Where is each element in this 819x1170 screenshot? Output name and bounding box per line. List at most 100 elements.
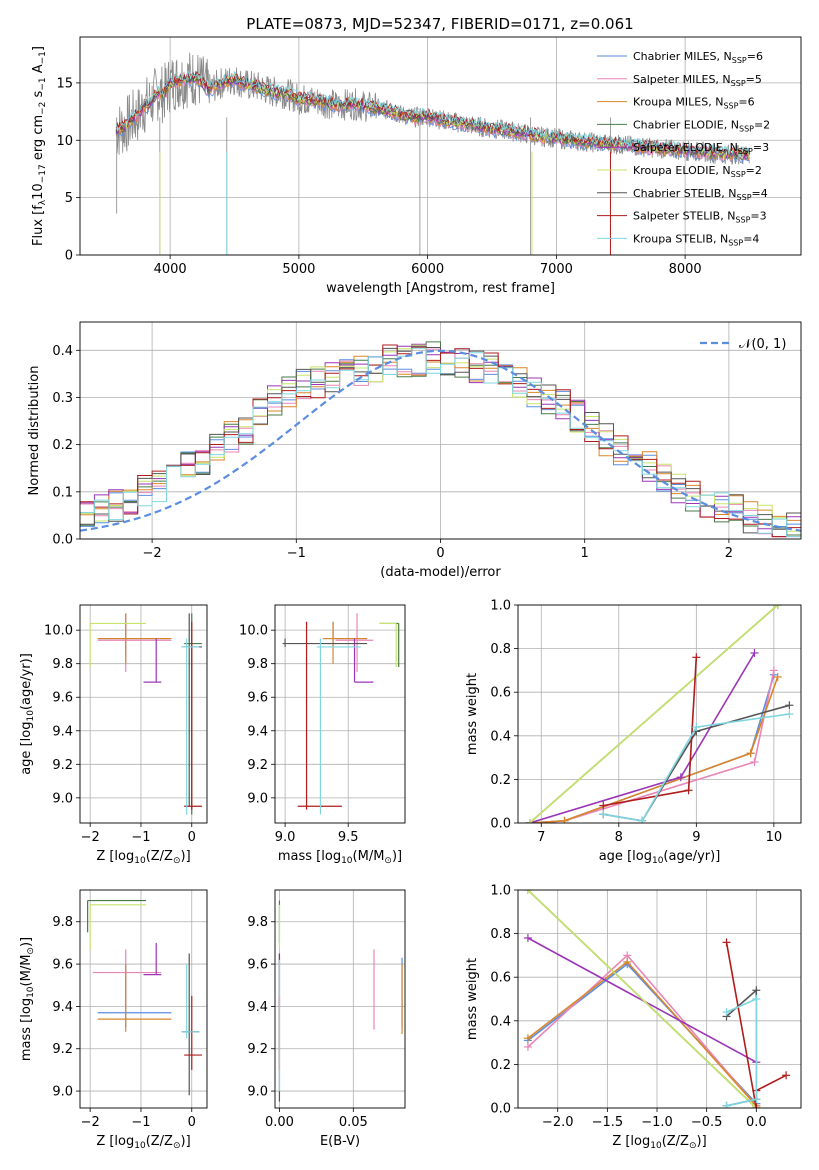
y-tick-label: 0.0: [490, 817, 511, 832]
y-tick-label: 0.2: [490, 773, 511, 788]
y-tick-label: 9.2: [247, 1042, 268, 1057]
x-tick-label: −1: [131, 830, 150, 845]
x-tick-label: −2: [143, 546, 162, 561]
y-tick-label: 10.0: [44, 624, 73, 639]
y-axis-label: Flux [fλ10−17 erg cm−2 s−1 A−1]: [31, 46, 48, 246]
plot-area-massweight-vs-age: [525, 605, 794, 823]
x-tick-label: 0.00: [265, 1115, 294, 1130]
legend-label-sub: SSP: [737, 193, 752, 202]
x-tick-label: 7000: [540, 262, 573, 277]
legend-label-sub: SSP: [739, 124, 754, 133]
axes-age-vs-mass: 9.0 9.5 9.0 9.2 9.4 9.6 9.8 10.0 mass [log10(M/M…: [239, 604, 406, 866]
y-tick-label: 0.3: [52, 391, 73, 406]
y-tick-label: 9.4: [247, 724, 268, 739]
y-axis-label-part: ]: [31, 46, 46, 51]
legend-label: Salpeter STELIB, NSSP=3: [633, 210, 767, 225]
legend-label-sub: SSP: [732, 56, 747, 65]
y-tick-label: 9.0: [247, 1085, 268, 1100]
y-tick-label: 1.0: [490, 884, 511, 899]
x-tick-label: 0: [188, 1115, 196, 1130]
x-tick-label: −1: [131, 1115, 150, 1130]
axes-mass-vs-ebv: 0.00 0.05 9.0 9.2 9.4 9.6 9.8 E(B-V): [247, 889, 406, 1149]
y-tick-label: 9.8: [52, 915, 73, 930]
legend-label-part: =6: [738, 96, 754, 109]
plot-area-mass-vs-ebv: [278, 900, 403, 1102]
legend-label: Chabrier ELODIE, NSSP=2: [633, 118, 770, 133]
legend-label-sub: SSP: [731, 170, 746, 179]
histogram-kroupa_stelib: [80, 347, 801, 538]
spectrum-model-chabrier_stelib: [115, 70, 750, 158]
legend-label: Chabrier STELIB, NSSP=4: [633, 187, 768, 202]
y-tick-label: 0.6: [490, 686, 511, 701]
x-axis-label-part: ⊙: [384, 856, 392, 866]
y-axis-label-part: mass [log: [19, 998, 34, 1061]
x-tick-label: 2: [725, 546, 733, 561]
axes-mass-vs-Z: −2 −1 09.09.29.49.69.8Z [log10(Z/Z⊙)]mass …: [19, 889, 208, 1151]
y-axis-label: mass [log10(M/M⊙)]: [19, 937, 36, 1061]
normal-curve: [80, 349, 801, 532]
x-axis-label-part: 10: [341, 856, 353, 866]
y-tick-label: 9.8: [247, 915, 268, 930]
plot-area-spectrum: [115, 52, 750, 255]
y-axis-label-part: ⊙: [26, 947, 36, 955]
y-axis-label-part: −1: [38, 51, 48, 64]
y-tick-label: 9.0: [52, 1085, 73, 1100]
histogram-chabrier_stelib: [80, 345, 801, 534]
legend-label-part: =2: [754, 118, 770, 131]
x-axis-label: Z [log10(Z/Z⊙)]: [612, 1134, 706, 1151]
legend-label-part: Chabrier STELIB, N: [633, 187, 737, 200]
x-tick-label: −2: [81, 1115, 100, 1130]
x-tick-label: 0.0: [746, 1115, 767, 1130]
weight-line-kroupa_elodie: [527, 890, 757, 1108]
plot-area-mass-vs-Z: [87, 899, 202, 1096]
x-tick-label: 9: [692, 830, 700, 845]
axes-residuals: −2 −1 0 1 2 0.0 0.1 0.2 0.3 0.4 𝒩(0, 1) (data-model…: [27, 321, 802, 580]
y-tick-label: 1.0: [490, 599, 511, 614]
y-axis-label: age [log10(age/yr)]: [19, 653, 36, 775]
y-tick-label: 9.2: [247, 758, 268, 773]
x-axis-label-part: ⊙: [173, 856, 181, 866]
legend-label-sub: SSP: [728, 238, 743, 247]
y-tick-label: 9.4: [52, 1000, 73, 1015]
x-tick-label: 6000: [411, 262, 444, 277]
x-axis-label: (data-model)/error: [380, 565, 501, 580]
y-axis-label: mass weight: [465, 673, 480, 755]
legend-label-part: Kroupa ELODIE, N: [633, 164, 731, 177]
x-tick-label: 9.0: [275, 830, 296, 845]
x-axis-label-part: Z [log: [612, 1134, 650, 1149]
y-tick-label: 9.2: [52, 758, 73, 773]
x-axis-label: E(B-V): [320, 1134, 360, 1149]
legend-label-part: Kroupa STELIB, N: [633, 232, 728, 245]
y-tick-label: 9.6: [247, 691, 268, 706]
spectrum-model-salpeter_miles: [116, 74, 750, 162]
x-tick-label: 8000: [669, 262, 702, 277]
x-axis-label-part: 10: [134, 856, 146, 866]
x-axis-label-part: (M/M: [353, 849, 385, 864]
x-tick-label: −1.0: [641, 1115, 673, 1130]
legend-label-part: Salpeter ELODIE, N: [633, 141, 738, 154]
y-tick-label: 0.8: [490, 642, 511, 657]
y-tick-label: 5: [65, 191, 73, 206]
legend-label-part: Chabrier MILES, N: [633, 50, 732, 63]
y-axis-label-part: 10: [31, 183, 46, 200]
y-tick-label: 0.1: [52, 485, 73, 500]
x-axis-label: wavelength [Angstrom, rest frame]: [326, 281, 555, 296]
x-axis-label-part: 10: [652, 856, 664, 866]
axes-frame: [274, 889, 406, 1109]
y-tick-label: 0.6: [490, 971, 511, 986]
y-axis-label-part: (M/M: [19, 955, 34, 987]
legend-label: Kroupa MILES, NSSP=6: [633, 96, 755, 111]
weight-line-kroupa_stelib: [726, 997, 758, 1107]
axes-frame: [79, 604, 208, 824]
legend-label: Kroupa ELODIE, NSSP=2: [633, 164, 762, 179]
plot-area-residuals: [80, 341, 801, 538]
x-axis-label: age [log10(age/yr)]: [599, 849, 721, 866]
x-axis-label: mass [log10(M/M⊙)]: [278, 849, 402, 866]
x-tick-label: 5000: [282, 262, 315, 277]
legend-label-part: =5: [746, 73, 762, 86]
x-axis-label-part: (Z/Z: [662, 1134, 689, 1149]
axes-frame: [79, 321, 802, 540]
x-axis-label-part: age [log: [599, 849, 652, 864]
